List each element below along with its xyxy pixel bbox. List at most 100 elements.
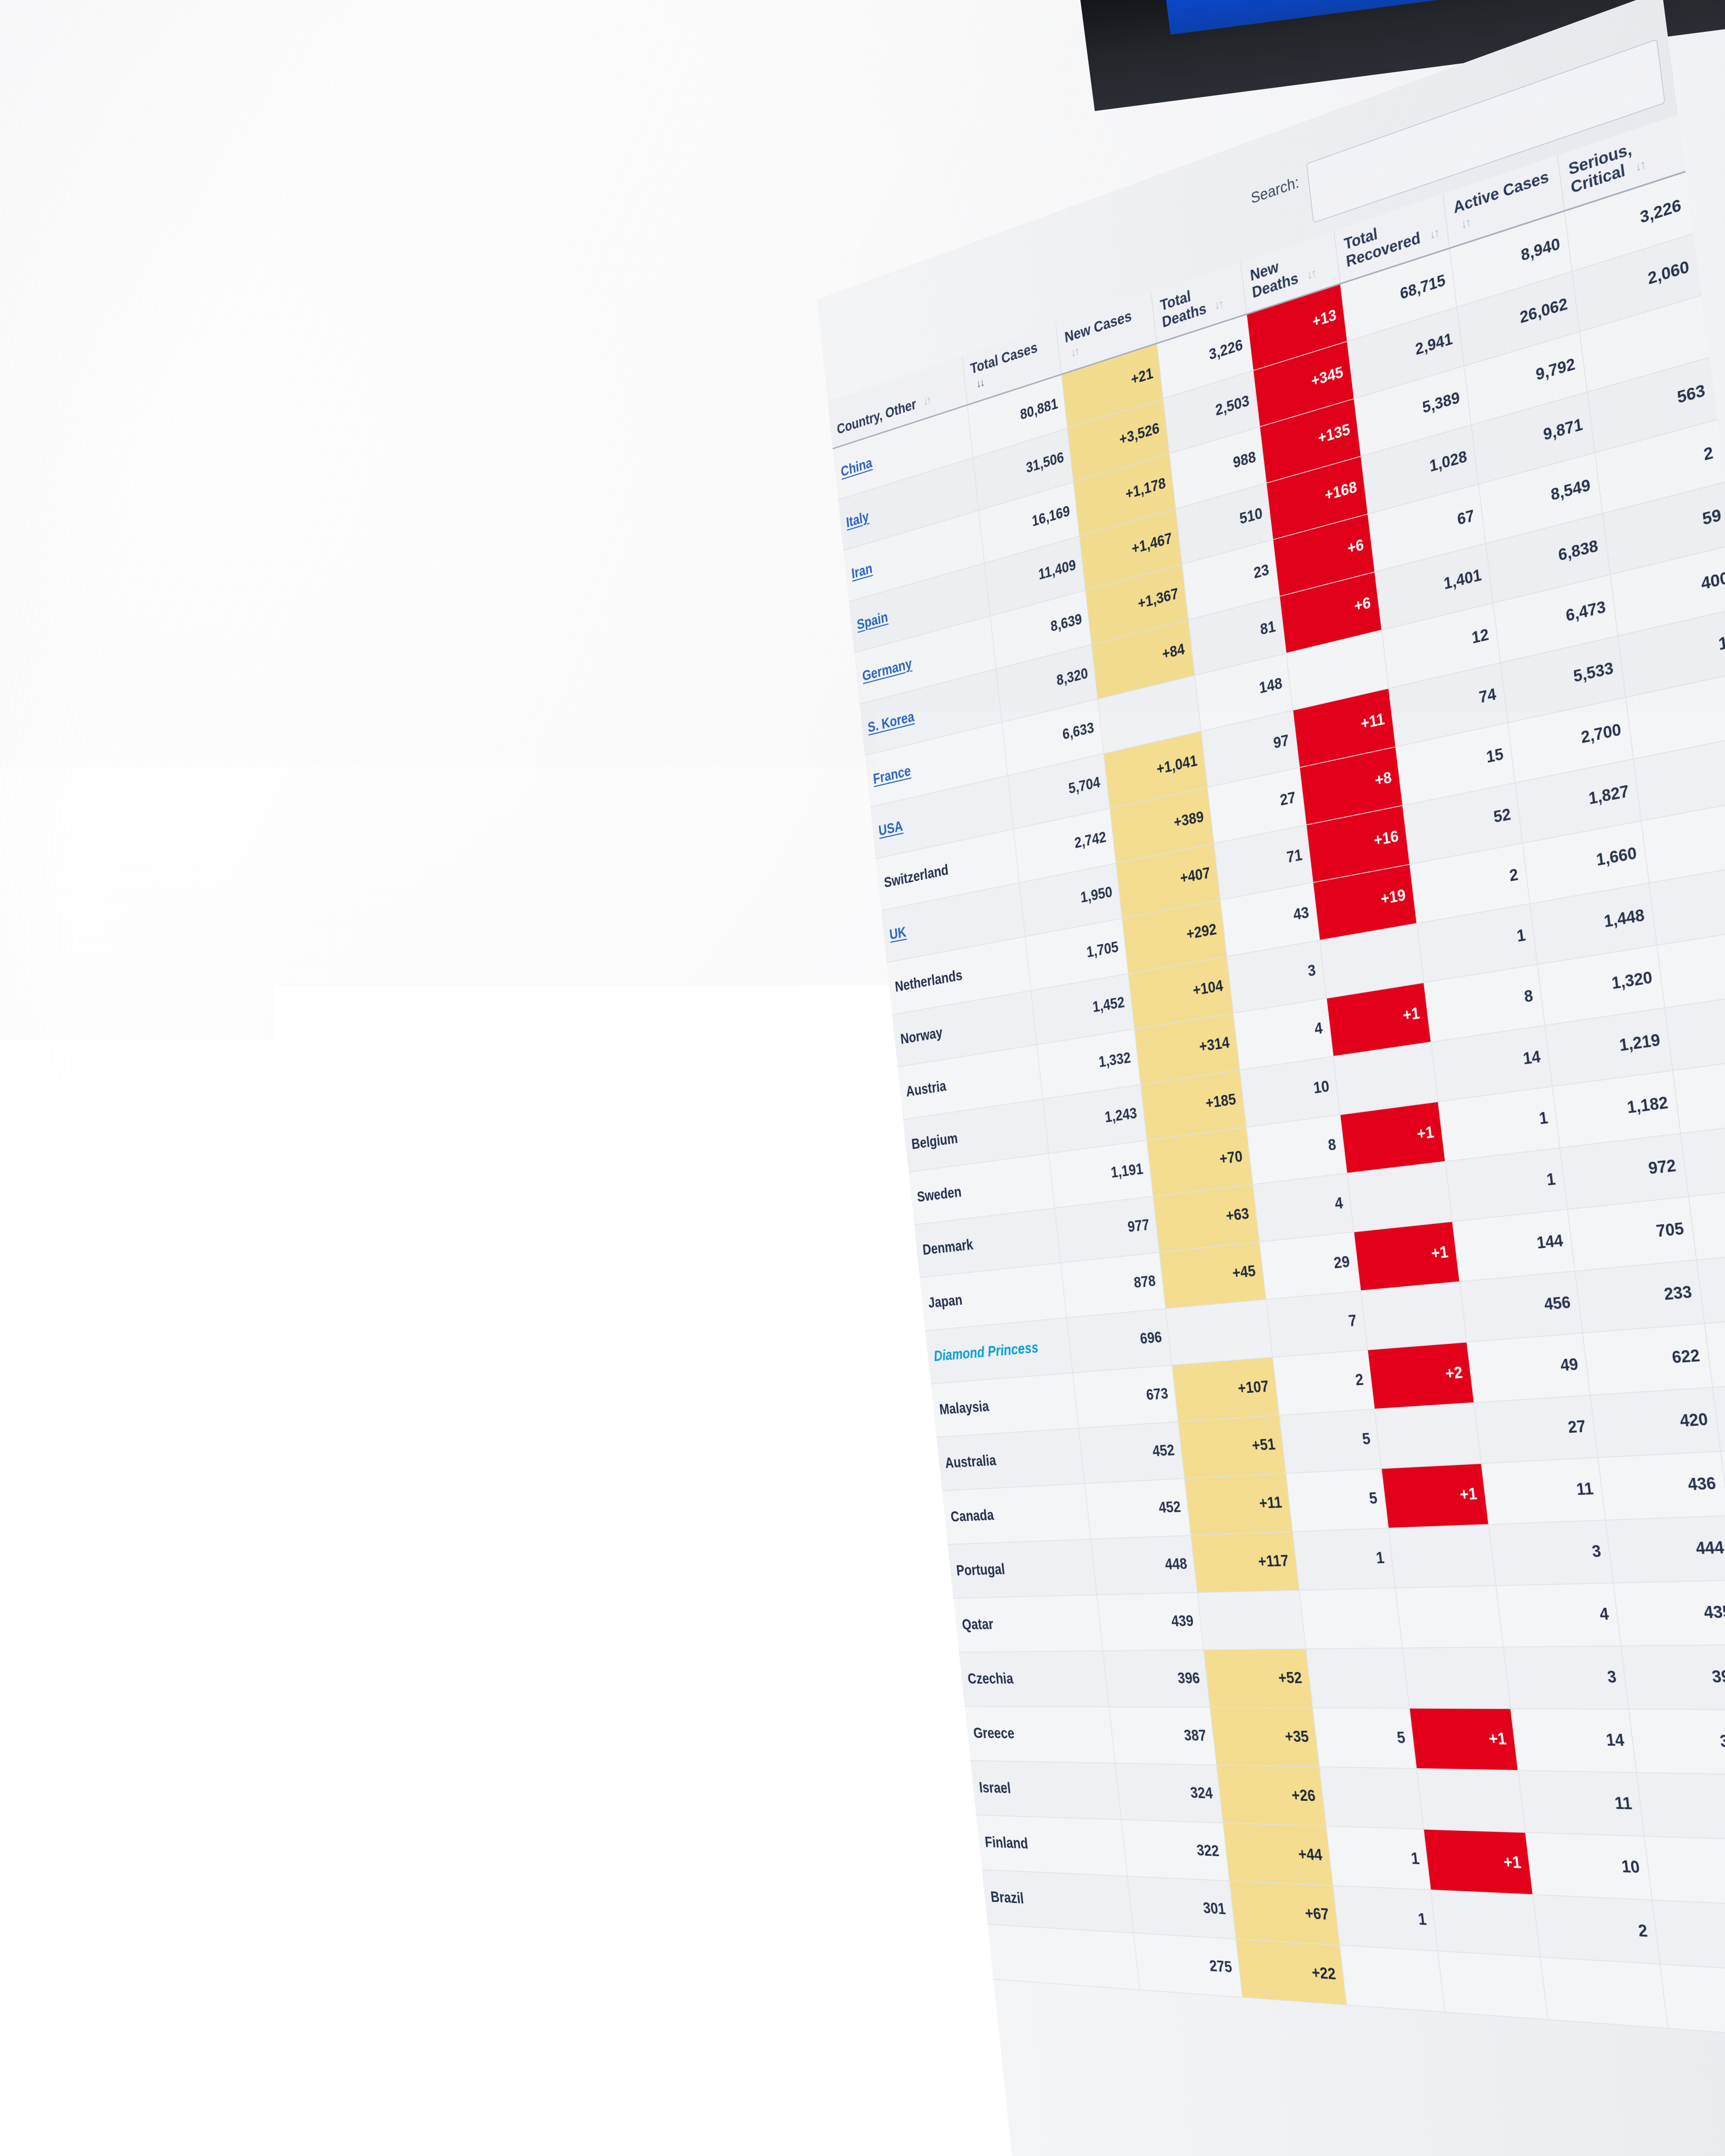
cell-total-cases: 324: [1115, 1763, 1223, 1823]
cell-new-deaths: [1438, 1951, 1548, 2019]
country-link[interactable]: Iran: [851, 561, 873, 582]
sort-icon-active[interactable]: ↓↓: [976, 376, 985, 391]
sort-icon[interactable]: ↓↑: [1070, 345, 1079, 360]
cell-total-recovered: 1: [1445, 1148, 1567, 1222]
cell-new-deaths: +1: [1409, 1708, 1518, 1770]
cell-new-cases: +35: [1210, 1707, 1320, 1767]
cell-new-cases: +63: [1153, 1184, 1260, 1252]
cell-total-cases: 673: [1073, 1365, 1178, 1428]
country-link[interactable]: Spain: [856, 609, 888, 633]
cell-total-deaths: [1340, 1945, 1445, 2012]
cell-new-deaths: +1: [1381, 1463, 1489, 1528]
cell-total-recovered: 144: [1452, 1209, 1575, 1282]
country-link[interactable]: Germany: [862, 656, 913, 684]
cell-total-deaths: 5: [1279, 1409, 1381, 1473]
browser-page-content: Search: Country, Other ↓↑ Total Cases ↓↓: [817, 0, 1725, 2156]
country-link[interactable]: China: [840, 455, 873, 480]
cell-new-cases: [1197, 1590, 1306, 1649]
country-link[interactable]: USA: [878, 818, 904, 839]
cell-active-cases: 368: [1629, 1709, 1725, 1774]
cell-active-cases: 274: [1660, 1964, 1725, 2037]
cell-active-cases: 444: [1606, 1515, 1725, 1583]
cell-country: Israel: [970, 1761, 1121, 1820]
sort-icon[interactable]: ↓↑: [1306, 266, 1316, 282]
cell-new-cases: +11: [1185, 1473, 1293, 1536]
cell-new-deaths: +1: [1354, 1221, 1459, 1291]
column-header-total-cases-label: Total Cases: [969, 339, 1038, 377]
cell-new-cases: +52: [1204, 1649, 1313, 1708]
cell-total-recovered: 456: [1460, 1271, 1583, 1342]
cell-total-cases: 452: [1085, 1478, 1191, 1539]
cell-total-recovered: 3: [1503, 1646, 1629, 1709]
sort-icon[interactable]: ↓↑: [1214, 297, 1223, 312]
cell-active-cases: 313: [1637, 1772, 1725, 1840]
cell-total-deaths: 29: [1259, 1232, 1361, 1300]
cell-total-recovered: 3: [1489, 1520, 1613, 1586]
cell-active-cases: 420: [1590, 1387, 1720, 1457]
cell-new-cases: [1166, 1299, 1273, 1365]
country-link[interactable]: UK: [889, 924, 907, 943]
cell-total-recovered: 11: [1518, 1770, 1644, 1836]
monitor-screen: Search: Country, Other ↓↑ Total Cases ↓↓: [707, 0, 1725, 2156]
cell-new-deaths: [1417, 1768, 1526, 1832]
search-label: Search:: [1249, 167, 1300, 208]
cell-active-cases: 298: [1652, 1900, 1725, 1971]
cell-total-cases: 878: [1060, 1252, 1165, 1318]
cell-country: Malaysia: [931, 1373, 1079, 1437]
cell-total-deaths: 2: [1273, 1350, 1374, 1415]
cell-new-deaths: [1430, 1890, 1540, 1957]
table-body: China 80,881 +21 3,226 +13 68,715 8,940 3,226 It…: [833, 172, 1725, 2047]
cell-country: Czechia: [959, 1651, 1109, 1707]
cell-total-deaths: 1: [1326, 1826, 1430, 1890]
cell-total-cases: 977: [1055, 1196, 1160, 1263]
cell-new-deaths: +1: [1340, 1102, 1445, 1173]
cell-active-cases: 233: [1575, 1260, 1704, 1333]
cell-total-recovered: 4: [1496, 1583, 1621, 1647]
cell-country: Greece: [965, 1706, 1115, 1763]
cell-country: Canada: [942, 1483, 1091, 1544]
cell-new-deaths: [1396, 1586, 1503, 1648]
cell-total-deaths: [1306, 1648, 1409, 1708]
cell-total-recovered: 10: [1525, 1832, 1652, 1900]
cell-new-deaths: [1361, 1282, 1467, 1350]
cell-new-deaths: [1402, 1647, 1511, 1708]
sort-icon[interactable]: ↓↑: [1429, 226, 1439, 242]
cell-total-cases: 696: [1066, 1309, 1172, 1373]
cell-total-deaths: 1: [1333, 1885, 1438, 1951]
cell-total-cases: 301: [1127, 1876, 1236, 1939]
cell-new-cases: +51: [1178, 1415, 1286, 1479]
sort-icon[interactable]: ↓↑: [1634, 157, 1646, 174]
cell-new-cases: +26: [1217, 1765, 1326, 1826]
country-link[interactable]: S. Korea: [867, 709, 915, 736]
country-link[interactable]: Italy: [846, 509, 870, 531]
cell-country: Qatar: [953, 1595, 1103, 1652]
table-row: Czechia396+52339311: [959, 1643, 1725, 1710]
cell-active-cases: 705: [1568, 1197, 1697, 1271]
cell-total-deaths: 5: [1286, 1468, 1389, 1531]
cell-new-cases: +45: [1159, 1242, 1266, 1309]
cell-active-cases: 312: [1644, 1836, 1725, 1905]
column-header-total-deaths-label: Total Deaths: [1159, 288, 1207, 331]
cell-total-deaths: 4: [1253, 1173, 1354, 1241]
cell-total-cases: 452: [1079, 1422, 1184, 1483]
cell-new-deaths: [1347, 1161, 1452, 1232]
sort-icon[interactable]: ↓↑: [923, 394, 931, 408]
cell-new-cases: +117: [1191, 1532, 1299, 1592]
country-link[interactable]: France: [872, 763, 912, 787]
cell-new-deaths: [1388, 1524, 1496, 1588]
cell-active-cases: 435: [1613, 1580, 1725, 1646]
cell-active-cases: 436: [1598, 1451, 1725, 1520]
column-header-new-deaths-label: New Deaths: [1249, 258, 1299, 301]
cell-new-deaths: [1374, 1403, 1481, 1469]
cell-new-deaths: +1: [1424, 1829, 1533, 1895]
cell-total-recovered: 27: [1474, 1395, 1598, 1463]
cell-new-cases: +22: [1236, 1939, 1347, 2005]
cell-total-recovered: 14: [1511, 1708, 1637, 1772]
sort-icon[interactable]: ↓↑: [1460, 215, 1471, 232]
cell-total-recovered: 2: [1533, 1894, 1660, 1964]
cell-total-recovered: 11: [1481, 1457, 1606, 1524]
cell-total-deaths: 1: [1292, 1528, 1395, 1590]
cell-total-deaths: [1319, 1767, 1424, 1829]
cell-new-cases: +107: [1172, 1357, 1279, 1422]
cell-new-cases: +44: [1223, 1823, 1333, 1885]
